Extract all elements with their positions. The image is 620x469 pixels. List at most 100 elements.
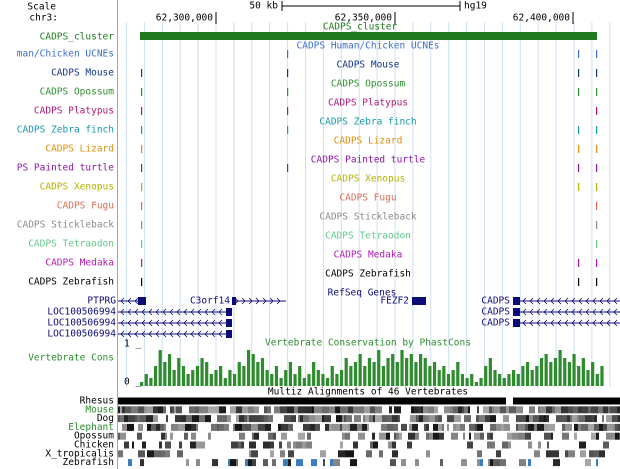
alignment-block: [194, 397, 198, 405]
conservation-bar: [219, 366, 223, 386]
conservation-bar: [567, 362, 571, 386]
alignment-block: [124, 441, 129, 449]
gene-strand: [599, 319, 604, 327]
conservation-bar: [363, 366, 367, 386]
conservation-bar: [307, 374, 311, 386]
track-title: CADPS Lizard: [334, 136, 403, 147]
alignment-block: [424, 397, 426, 405]
conservation-bar: [177, 358, 181, 386]
alignment-block: [392, 441, 396, 449]
alignment-block: [387, 415, 392, 423]
alignment-block: [373, 415, 375, 423]
gene-strand: [148, 308, 153, 316]
alignment-block: [132, 397, 138, 405]
track-label: CADPS Platypus: [34, 106, 114, 117]
cluster-bar: [140, 32, 597, 40]
alignment-block: [497, 397, 503, 405]
alignment-block: [279, 397, 286, 405]
alignment-block: [249, 450, 251, 458]
alignment-block: [599, 423, 603, 431]
alignment-block: [176, 406, 182, 414]
alignment-block: [303, 423, 310, 431]
feature: [287, 107, 289, 115]
conservation-bar: [288, 362, 292, 386]
alignment-block: [432, 397, 436, 405]
conservation-bar: [316, 370, 320, 386]
alignment-block: [166, 397, 173, 405]
alignment-block: [122, 406, 125, 414]
alignment-block: [573, 397, 576, 405]
conservation-bar: [591, 362, 595, 386]
alignment-block: [594, 423, 599, 431]
alignment-block: [230, 459, 236, 467]
alignment-block: [191, 423, 196, 431]
alignment-block: [191, 432, 196, 440]
feature: [141, 259, 143, 267]
gene-strand: [585, 308, 590, 316]
feature: [578, 126, 580, 134]
alignment-block: [345, 406, 348, 414]
alignment-block: [496, 450, 501, 458]
alignment-block: [363, 415, 365, 423]
alignment-block: [426, 450, 430, 458]
alignment-block: [568, 406, 573, 414]
gene-strand: [169, 308, 174, 316]
alignment-block: [125, 406, 131, 414]
gene-strand: [564, 308, 569, 316]
conservation-bar: [525, 362, 530, 386]
alignment-block: [603, 406, 608, 414]
alignment-block: [480, 397, 487, 405]
position-label: 62,400,000: [513, 13, 570, 24]
alignment-block: [381, 423, 387, 431]
alignment-block: [279, 441, 282, 449]
alignment-block: [415, 432, 419, 440]
alignment-block: [483, 406, 489, 414]
alignment-block: [170, 432, 173, 440]
conservation-bar: [242, 366, 246, 386]
alignment-block: [361, 397, 367, 405]
feature: [287, 88, 289, 96]
conservation-bar: [349, 366, 353, 386]
gene-exon: [513, 297, 520, 305]
alignment-block: [320, 406, 322, 414]
alignment-block: [548, 397, 553, 405]
alignment-block: [507, 432, 512, 440]
gene-strand: [571, 297, 576, 305]
gene-strand: [127, 297, 132, 305]
alignment-block: [144, 397, 150, 405]
gene-strand: [550, 319, 555, 327]
alignment-block: [525, 423, 528, 431]
alignment-block: [291, 397, 296, 405]
conservation-bar: [312, 362, 316, 386]
alignment-block: [589, 450, 594, 458]
alignment-block: [438, 423, 442, 431]
gene-strand: [211, 319, 216, 327]
alignment-block: [129, 397, 132, 405]
alignment-block: [434, 406, 438, 414]
alignment-block: [203, 406, 208, 414]
alignment-block: [182, 397, 187, 405]
conservation-bar: [321, 374, 325, 386]
alignment-block: [578, 423, 581, 431]
alignment-block: [518, 423, 525, 431]
alignment-block: [242, 397, 246, 405]
gene-label: CADPS: [481, 307, 510, 318]
alignment-block: [288, 450, 294, 458]
gene-strand: [606, 319, 611, 327]
alignment-block: [174, 406, 176, 414]
gene-exon: [513, 308, 520, 316]
alignment-block: [208, 406, 215, 414]
alignment-block: [540, 397, 544, 405]
conservation-bar: [344, 358, 348, 386]
alignment-block: [185, 423, 189, 431]
alignment-block: [442, 423, 444, 431]
alignment-block: [493, 459, 500, 467]
conservation-bar: [181, 366, 186, 386]
alignment-block: [165, 432, 167, 440]
alignment-block: [477, 406, 479, 414]
gene-strand: [557, 297, 562, 305]
alignment-block: [280, 450, 285, 458]
alignment-block: [580, 450, 586, 458]
alignment-block: [612, 415, 618, 423]
alignment-block: [456, 423, 460, 431]
